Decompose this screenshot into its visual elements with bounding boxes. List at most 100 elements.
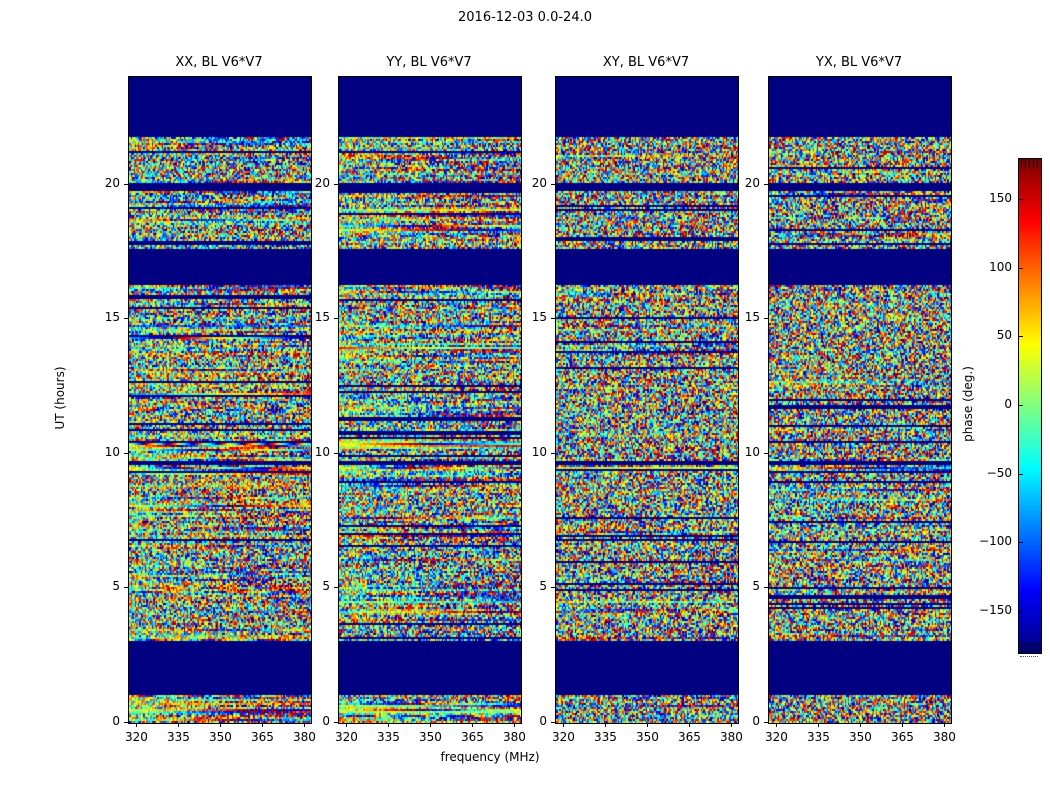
x-tickmark xyxy=(262,723,263,727)
x-tick-label: 365 xyxy=(677,730,701,744)
colorbar-extend-hatch xyxy=(1033,158,1034,168)
x-tick-label: 380 xyxy=(292,730,316,744)
y-tickmark xyxy=(334,587,338,588)
x-tick-label: 380 xyxy=(932,730,956,744)
y-tickmark xyxy=(764,587,768,588)
y-tick-label: 10 xyxy=(104,444,120,459)
x-tick-label: 320 xyxy=(764,730,788,744)
colorbar-extend-hatch xyxy=(1021,158,1022,168)
waterfall-image-xx xyxy=(129,77,311,723)
panel-title-xx: XX, BL V6*V7 xyxy=(175,55,263,70)
x-tickmark xyxy=(472,723,473,727)
colorbar-extend-hatch xyxy=(1037,158,1038,168)
colorbar-extend-hatch xyxy=(1025,642,1026,652)
y-tick-label: 15 xyxy=(104,310,120,325)
y-tick-label: 10 xyxy=(531,444,547,459)
x-tick-label: 365 xyxy=(890,730,914,744)
x-tickmark xyxy=(430,723,431,727)
x-tick-label: 350 xyxy=(635,730,659,744)
y-tickmark xyxy=(124,453,128,454)
y-tickmark xyxy=(551,587,555,588)
colorbar-tick-label: −50 xyxy=(986,465,1012,480)
y-tickmark xyxy=(764,184,768,185)
y-tickmark xyxy=(551,184,555,185)
y-tick-label: 0 xyxy=(752,714,760,728)
waterfall-panel-yx[interactable] xyxy=(768,76,952,724)
y-tickmark xyxy=(764,453,768,454)
waterfall-panel-xx[interactable] xyxy=(128,76,312,724)
x-tickmark xyxy=(514,723,515,727)
x-tickmark xyxy=(818,723,819,727)
x-tick-label: 335 xyxy=(166,730,190,744)
x-tickmark xyxy=(902,723,903,727)
y-tick-label: 0 xyxy=(112,714,120,728)
colorbar-extend-hatch xyxy=(1021,642,1022,652)
x-tick-label: 365 xyxy=(460,730,484,744)
y-tickmark xyxy=(551,318,555,319)
x-tickmark xyxy=(647,723,648,727)
y-axis-label: UT (hours) xyxy=(53,366,67,430)
colorbar-tickmark xyxy=(1018,542,1023,543)
x-tickmark xyxy=(563,723,564,727)
waterfall-image-xy xyxy=(556,77,738,723)
x-tickmark xyxy=(388,723,389,727)
y-tickmark xyxy=(124,184,128,185)
x-tick-label: 380 xyxy=(502,730,526,744)
colorbar[interactable] xyxy=(1018,158,1042,654)
y-tick-label: 10 xyxy=(744,444,760,459)
x-tick-label: 350 xyxy=(848,730,872,744)
panel-title-yy: YY, BL V6*V7 xyxy=(386,55,472,70)
x-tick-label: 335 xyxy=(806,730,830,744)
colorbar-extend-hatch xyxy=(1029,158,1030,168)
colorbar-tick-label: 100 xyxy=(989,259,1012,274)
waterfall-panel-yy[interactable] xyxy=(338,76,522,724)
y-tickmark xyxy=(551,453,555,454)
colorbar-label: phase (deg.) xyxy=(961,366,975,442)
colorbar-extend-hatch xyxy=(1029,642,1030,652)
colorbar-tickmark xyxy=(1018,474,1023,475)
y-tickmark xyxy=(334,722,338,723)
waterfall-image-yx xyxy=(769,77,951,723)
x-tickmark xyxy=(136,723,137,727)
colorbar-underline xyxy=(1020,656,1038,658)
colorbar-tickmark xyxy=(1018,199,1023,200)
x-tickmark xyxy=(860,723,861,727)
panel-title-xy: XY, BL V6*V7 xyxy=(602,55,690,70)
x-tick-label: 320 xyxy=(334,730,358,744)
y-tickmark xyxy=(764,722,768,723)
x-tick-label: 350 xyxy=(418,730,442,744)
x-tickmark xyxy=(944,723,945,727)
colorbar-extend-hatch xyxy=(1037,642,1038,652)
x-tickmark xyxy=(731,723,732,727)
y-tickmark xyxy=(551,722,555,723)
y-tickmark xyxy=(334,453,338,454)
x-tickmark xyxy=(346,723,347,727)
x-tick-label: 380 xyxy=(719,730,743,744)
y-tick-label: 20 xyxy=(314,175,330,190)
colorbar-tick-label: −150 xyxy=(979,602,1012,617)
x-tickmark xyxy=(220,723,221,727)
x-tick-label: 320 xyxy=(124,730,148,744)
x-tickmark xyxy=(605,723,606,727)
y-tickmark xyxy=(764,318,768,319)
x-tick-label: 335 xyxy=(593,730,617,744)
x-tickmark xyxy=(689,723,690,727)
y-tickmark xyxy=(124,318,128,319)
x-tick-label: 365 xyxy=(250,730,274,744)
colorbar-tick-label: 150 xyxy=(989,191,1012,206)
colorbar-tickmark xyxy=(1018,405,1023,406)
y-tickmark xyxy=(334,318,338,319)
y-tick-label: 20 xyxy=(744,175,760,190)
y-tick-label: 5 xyxy=(112,579,120,594)
y-tick-label: 5 xyxy=(539,579,547,594)
y-tick-label: 20 xyxy=(531,175,547,190)
waterfall-panel-xy[interactable] xyxy=(555,76,739,724)
y-tickmark xyxy=(124,587,128,588)
y-tick-label: 20 xyxy=(104,175,120,190)
x-axis-label: frequency (MHz) xyxy=(440,750,540,764)
y-tick-label: 0 xyxy=(539,714,547,728)
colorbar-tickmark xyxy=(1018,268,1023,269)
colorbar-tick-label: −100 xyxy=(979,534,1012,549)
x-tickmark xyxy=(304,723,305,727)
